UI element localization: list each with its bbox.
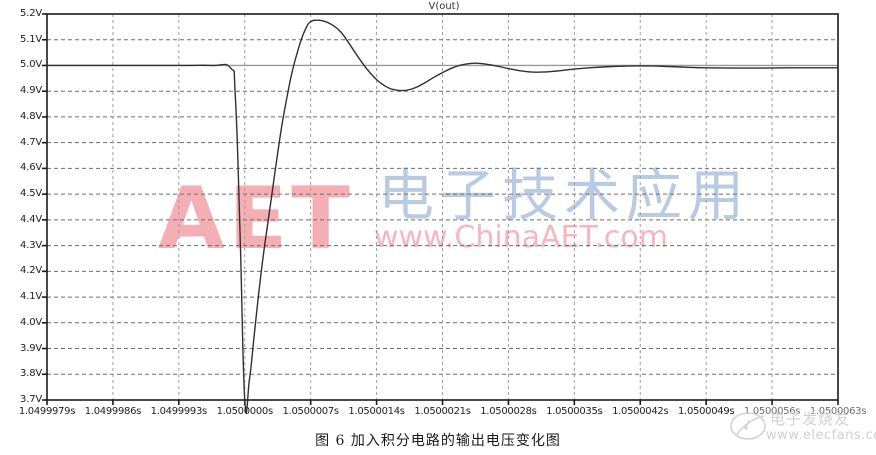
x-tick-label: 1.0500021s (414, 406, 471, 417)
y-tick-label: 4.0V (20, 316, 42, 328)
voltage-chart (42, 13, 839, 414)
y-tick-label: 4.3V (20, 239, 42, 251)
gridlines (47, 14, 838, 400)
y-tick-label: 5.0V (20, 59, 42, 71)
axis-ticks (42, 13, 839, 405)
y-tick-label: 4.2V (20, 265, 42, 277)
x-tick-label: 1.0499979s (18, 406, 76, 417)
figure-caption: 图 6 加入积分电路的输出电压变化图 (315, 433, 561, 449)
y-tick-label: 4.1V (20, 291, 42, 303)
plot-title: V(out) (428, 1, 460, 12)
y-tick-label: 4.7V (20, 136, 42, 148)
x-tick-label: 1.0500049s (678, 406, 735, 417)
x-tick-label: 1.0500035s (546, 406, 603, 417)
y-tick-label: 3.7V (20, 394, 42, 405)
x-tick-label: 1.0500042s (612, 406, 669, 417)
x-tick-label: 1.0500000s (216, 406, 274, 417)
y-tick-label: 5.2V (20, 8, 42, 19)
y-tick-label: 5.1V (20, 33, 42, 45)
x-tick-label: 1.0499993s (150, 406, 208, 417)
x-tick-label: 1.0499986s (84, 406, 142, 417)
x-tick-label: 1.0500056s (743, 406, 801, 417)
y-tick-label: 4.6V (20, 162, 42, 174)
y-tick-label: 4.5V (20, 188, 42, 200)
y-tick-label: 3.8V (20, 368, 42, 380)
y-tick-label: 4.8V (20, 110, 42, 122)
y-tick-label: 4.9V (20, 85, 42, 97)
x-tick-label: 1.0500028s (480, 406, 537, 417)
y-tick-label: 4.4V (20, 213, 42, 225)
x-tick-label: 1.0500063s (809, 406, 867, 417)
x-tick-label: 1.0500014s (348, 406, 405, 417)
plot-area: AET 电子技术应用 www.ChinaAET.com V(out) 5.2V 5… (18, 1, 876, 443)
x-tick-label: 1.0500007s (282, 406, 340, 417)
y-tick-label: 3.9V (20, 342, 42, 354)
trace-vout (46, 19, 839, 414)
